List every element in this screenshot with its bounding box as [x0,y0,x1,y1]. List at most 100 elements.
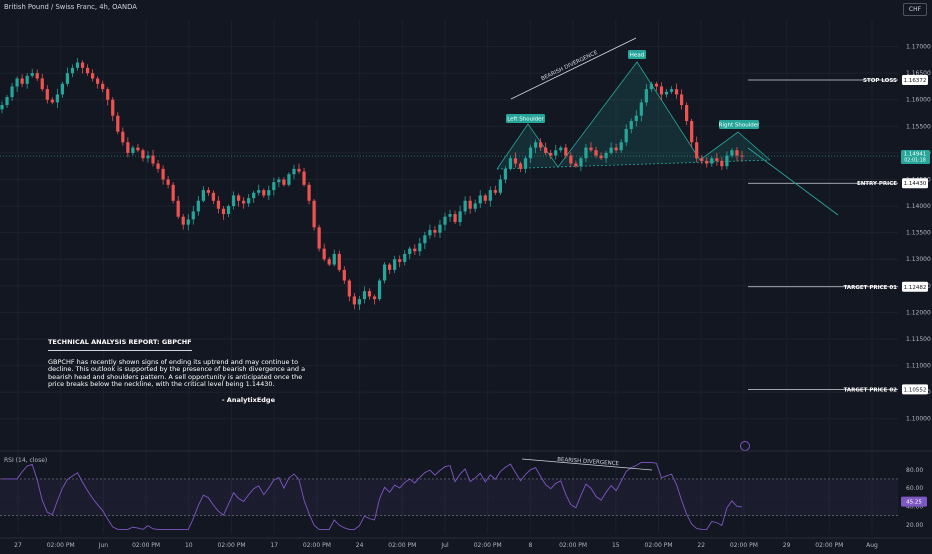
candle-body [362,291,367,300]
time-tick-label: 24 [356,542,364,549]
candle-body [473,203,477,209]
candle-body [634,115,638,122]
candle-body [337,253,341,270]
candle-body [503,168,508,180]
level-tag-value-3: 1.10552 [904,387,927,393]
right-shoulder-label-box [719,120,759,129]
candle-body [367,291,372,297]
price-tick-label: 1.13000 [906,256,931,263]
candle-body [569,155,573,164]
candle-body [60,83,65,95]
candle-body [393,259,397,270]
candle-body [196,200,200,212]
candle-body [710,158,714,164]
time-tick-label: Jul [440,542,449,549]
rsi-tick-label: 40.00 [906,503,923,510]
candle-body [544,147,548,153]
time-tick-label: 02:00 PM [815,542,843,549]
level-label-2: TARGET PRICE 01 [844,285,898,291]
price-tick-label: 1.11000 [906,363,931,370]
candle-body [483,195,487,201]
candle-body [664,91,669,95]
candle-body [493,190,497,193]
candle-body [685,105,689,122]
candle-body [403,253,407,262]
candle-body [277,179,281,183]
candle-body [176,200,180,217]
level-label-0: STOP LOSS [863,78,897,84]
candle-body [674,89,679,95]
candle-body [438,224,442,233]
candle-body [654,83,659,87]
currency-badge[interactable]: CHF [903,3,927,16]
candle-body [448,214,452,217]
analysis-report: TECHNICAL ANALYSIS REPORT: GBPCHF GBPCHF… [48,338,313,405]
candle-body [70,67,75,74]
candle-body [10,86,14,98]
current-price-box [901,150,930,165]
candle-body [45,89,49,100]
candle-body [388,264,392,270]
candle-body [418,243,422,252]
candle-body [468,200,472,209]
price-tick-label: 1.16000 [906,97,931,104]
candle-body [498,179,502,193]
candle-body [292,168,296,175]
time-tick-label: 02:00 PM [47,542,75,549]
candle-body [609,147,613,153]
candle-body [644,89,648,103]
price-tick-label: 1.10000 [906,416,931,423]
divergence-label-price: BEARISH DIVERGENCE [540,50,599,83]
level-tag-value-1: 1.14430 [904,181,927,187]
candle-body [629,121,633,129]
right-shoulder-label: Right Shoulder [719,122,760,128]
candle-body [513,158,518,164]
candle-body [171,184,175,201]
candle-body [599,155,603,159]
candle-body [191,211,195,220]
time-tick-label: 02:00 PM [559,542,587,549]
candle-body [317,227,321,249]
level-label-1: ENTRY PRICE [857,181,897,187]
divergence-line-rsi [521,458,653,471]
candle-body [342,269,346,281]
candle-body [151,155,155,164]
candle-body [80,62,85,68]
candle-body [659,86,664,95]
candle-body [50,99,54,103]
level-tag-value-2: 1.12482 [904,285,927,291]
current-price-value: 1.14941 [904,152,927,158]
candle-body [15,78,19,87]
time-tick-label: 02:00 PM [645,542,673,549]
candle-body [528,147,533,159]
candle-body [443,216,447,225]
price-tags: 1.16372 1.14430 1.12482 1.10552 1.1494102:01… [901,74,930,507]
rsi-pane[interactable]: BEARISH DIVERGENCE RSI (14, close) [0,457,898,530]
candle-body [55,94,59,103]
candle-body [106,89,110,100]
candle-body [413,248,417,252]
candle-body [0,105,4,110]
candle-body [65,73,70,84]
candle-body [332,253,336,265]
candle-body [669,89,674,92]
candle-body [423,235,427,244]
candle-body [453,214,457,223]
candles [0,58,744,310]
report-body: GBPCHF has recently shown signs of endin… [48,357,306,389]
candle-body [347,280,351,297]
candle-body [146,155,150,159]
candle-body [559,147,563,151]
candle-body [287,174,291,185]
grid [0,20,898,534]
candle-body [639,102,643,116]
candle-body [523,158,528,169]
countdown-value: 02:01:18 [904,158,926,164]
candle-body [549,152,553,156]
candle-body [730,150,734,156]
head-label-box [628,50,646,59]
candle-body [322,248,326,260]
candle-body [166,179,170,185]
